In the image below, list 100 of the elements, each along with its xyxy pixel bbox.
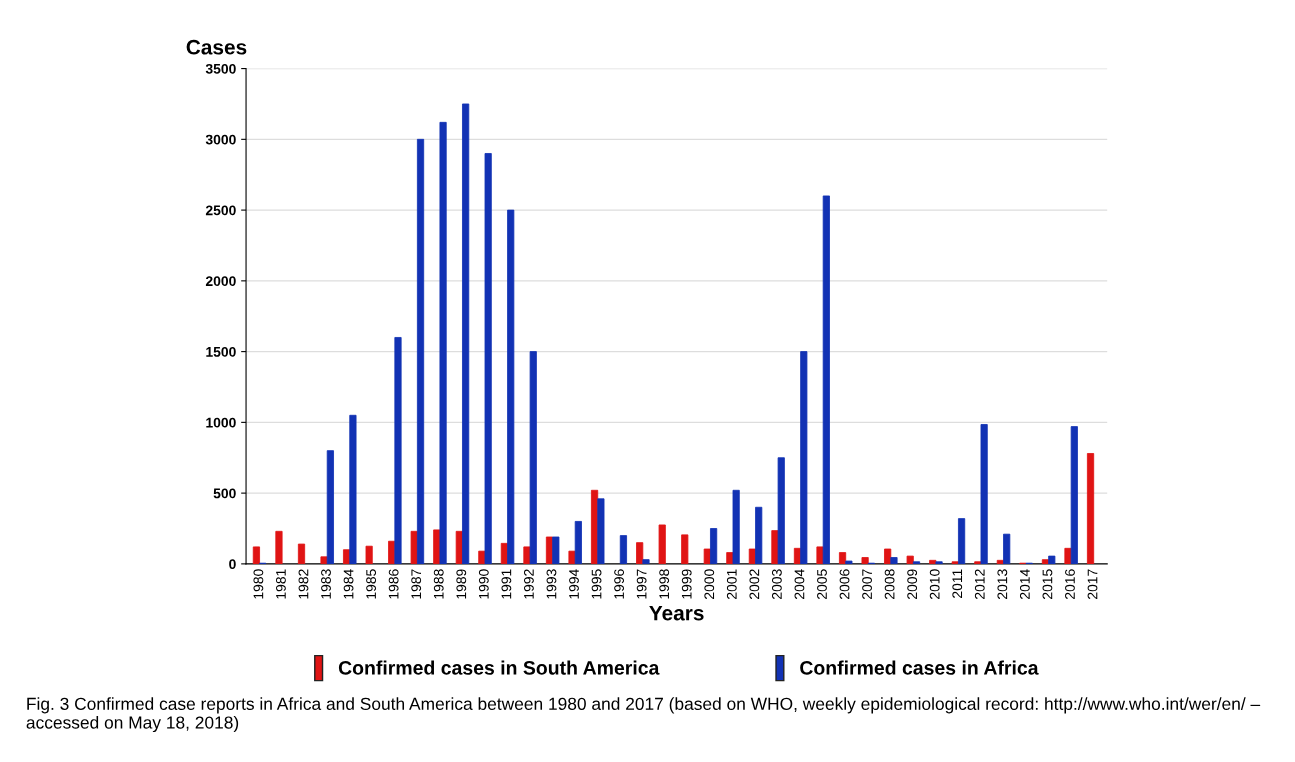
x-axis-title: Years (649, 605, 704, 621)
bar (326, 450, 334, 564)
bar (252, 546, 260, 564)
x-tick-label: 2008 (884, 569, 895, 599)
bar (439, 121, 447, 564)
x-tick-label: 1991 (501, 569, 512, 599)
y-tick-label: 500 (213, 488, 236, 499)
x-tick-label: 1982 (298, 569, 309, 599)
bar (800, 351, 808, 564)
x-tick-label: 1984 (343, 569, 354, 599)
bar (574, 521, 582, 564)
bar (394, 337, 402, 564)
bar (974, 561, 982, 564)
bar (816, 546, 824, 564)
x-tick-label: 2012 (974, 569, 985, 599)
bar (845, 560, 853, 564)
bar (1070, 426, 1078, 564)
x-tick-label: 1997 (636, 569, 647, 599)
x-tick-label: 2014 (1019, 569, 1030, 599)
bar (552, 536, 560, 564)
y-tick-label: 1000 (206, 417, 236, 428)
bar (597, 498, 605, 564)
x-tick-label: 2011 (952, 569, 963, 598)
x-tick-label: 1998 (659, 569, 670, 599)
x-tick-label: 1996 (614, 569, 625, 599)
x-tick-label: 1995 (591, 569, 602, 599)
x-tick-label: 1990 (478, 569, 489, 599)
bar (1003, 533, 1011, 564)
bar (732, 489, 740, 564)
bar (297, 543, 306, 564)
bar (1041, 559, 1050, 564)
x-tick-label: 1981 (276, 569, 286, 599)
bar (410, 530, 418, 564)
x-tick-label: 1989 (456, 569, 467, 599)
bar (1048, 555, 1056, 564)
bar (755, 506, 763, 564)
legend-label: Confirmed cases in South America (338, 660, 660, 675)
bar (349, 414, 357, 564)
legend-label: Confirmed cases in Africa (800, 660, 1039, 675)
bar (980, 424, 988, 564)
x-tick-label: 2009 (907, 569, 918, 599)
x-tick-label: 2002 (749, 569, 760, 599)
bar (929, 559, 937, 564)
y-axis-title: Cases (186, 39, 247, 55)
bar (484, 153, 492, 564)
bar (642, 559, 650, 564)
bar (1086, 453, 1095, 564)
bar (320, 556, 328, 564)
x-tick-label: 2006 (839, 569, 850, 599)
bar (912, 561, 921, 564)
bar (838, 552, 847, 564)
x-tick-label: 1994 (569, 569, 579, 599)
y-tick-label: 2000 (205, 276, 236, 287)
y-tick-label: 3500 (205, 63, 236, 74)
bar (478, 550, 486, 564)
bar (861, 557, 869, 564)
x-tick-label: 1988 (433, 569, 444, 599)
x-tick-label: 2016 (1065, 569, 1075, 599)
bar (681, 534, 689, 564)
bar (906, 555, 914, 564)
y-tick-label: 3000 (205, 134, 236, 145)
x-tick-label: 1985 (366, 569, 377, 599)
bar (710, 528, 718, 564)
bar (568, 550, 576, 564)
bar (935, 561, 943, 564)
x-tick-label: 1987 (411, 569, 422, 599)
y-tick-label: 0 (229, 559, 236, 570)
x-tick-label: 1999 (681, 569, 692, 599)
x-tick-label: 2000 (704, 569, 715, 599)
x-tick-label: 2013 (997, 569, 1008, 599)
bar (822, 195, 830, 564)
x-tick-label: 2007 (862, 569, 872, 599)
bar (777, 457, 785, 564)
x-tick-label: 2010 (929, 569, 940, 599)
bar (658, 524, 666, 564)
bar (275, 530, 283, 564)
y-tick-label: 1500 (206, 346, 236, 357)
x-tick-label: 1992 (524, 569, 534, 599)
bar (951, 561, 959, 564)
x-tick-label: 2015 (1042, 569, 1053, 599)
bar (462, 103, 470, 564)
x-tick-label: 1980 (253, 569, 264, 599)
x-tick-label: 2004 (794, 569, 805, 599)
bar (884, 548, 892, 564)
x-tick-label: 2001 (726, 569, 737, 599)
bar (636, 542, 644, 564)
bar (958, 518, 966, 564)
x-tick-label: 2017 (1087, 569, 1098, 599)
x-tick-label: 2005 (817, 569, 827, 599)
bar (1064, 547, 1072, 564)
bar (416, 138, 425, 564)
bar (529, 351, 537, 564)
x-tick-label: 1983 (321, 569, 331, 599)
bar (890, 557, 898, 564)
caption: Fig. 3 Confirmed case reports in Africa and South America between 1980 and 2017 (based on WHO, weekly epidemiological record: http://www.who.int/wer/en/ – accessed on May 18, 2018) (26, 697, 1261, 733)
bar (365, 545, 373, 564)
y-tick-label: 2500 (205, 205, 236, 216)
x-tick-label: 2003 (771, 569, 782, 599)
x-tick-label: 1986 (388, 569, 399, 599)
bar (619, 535, 628, 564)
